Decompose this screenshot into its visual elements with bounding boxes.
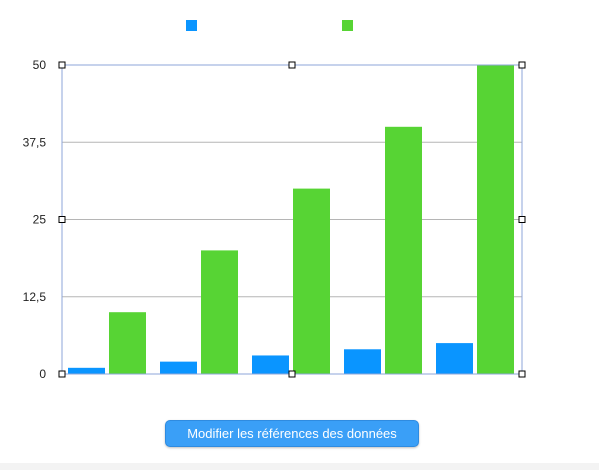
y-tick-label: 37,5 — [23, 135, 47, 149]
bar-series-2-cat-1 — [109, 312, 146, 374]
y-tick-label: 50 — [33, 58, 47, 72]
bar-series-2-cat-3 — [293, 188, 330, 374]
resize-handle[interactable] — [518, 216, 526, 223]
bar-series-2-cat-4 — [385, 126, 422, 374]
bar-series-2-cat-5 — [477, 65, 514, 374]
legend-swatch-2 — [342, 20, 353, 31]
resize-handle[interactable] — [518, 370, 526, 378]
y-tick-label: 12,5 — [23, 290, 47, 304]
bottom-strip — [0, 463, 599, 470]
bar-series-1-cat-3 — [252, 355, 289, 374]
resize-handle[interactable] — [58, 370, 66, 378]
bar-series-1-cat-2 — [160, 361, 197, 374]
resize-handle[interactable] — [58, 216, 66, 223]
y-tick-label: 25 — [33, 213, 47, 227]
legend-swatch-1 — [186, 20, 197, 31]
resize-handle[interactable] — [288, 370, 296, 378]
y-tick-label: 0 — [39, 367, 46, 381]
resize-handles[interactable] — [58, 61, 526, 378]
resize-handle[interactable] — [288, 61, 296, 69]
bar-series-1-cat-5 — [436, 343, 473, 374]
gridlines — [62, 64, 522, 298]
bar-series-1-cat-1 — [68, 367, 105, 374]
edit-data-references-button[interactable]: Modifier les références des données — [165, 420, 419, 447]
legend — [186, 20, 353, 31]
bars — [68, 65, 514, 374]
resize-handle[interactable] — [58, 61, 66, 69]
y-axis-ticks: 0 12,5 25 37,5 50 — [23, 58, 47, 381]
bar-series-1-cat-4 — [344, 349, 381, 374]
bar-series-2-cat-2 — [201, 250, 238, 374]
resize-handle[interactable] — [518, 61, 526, 69]
